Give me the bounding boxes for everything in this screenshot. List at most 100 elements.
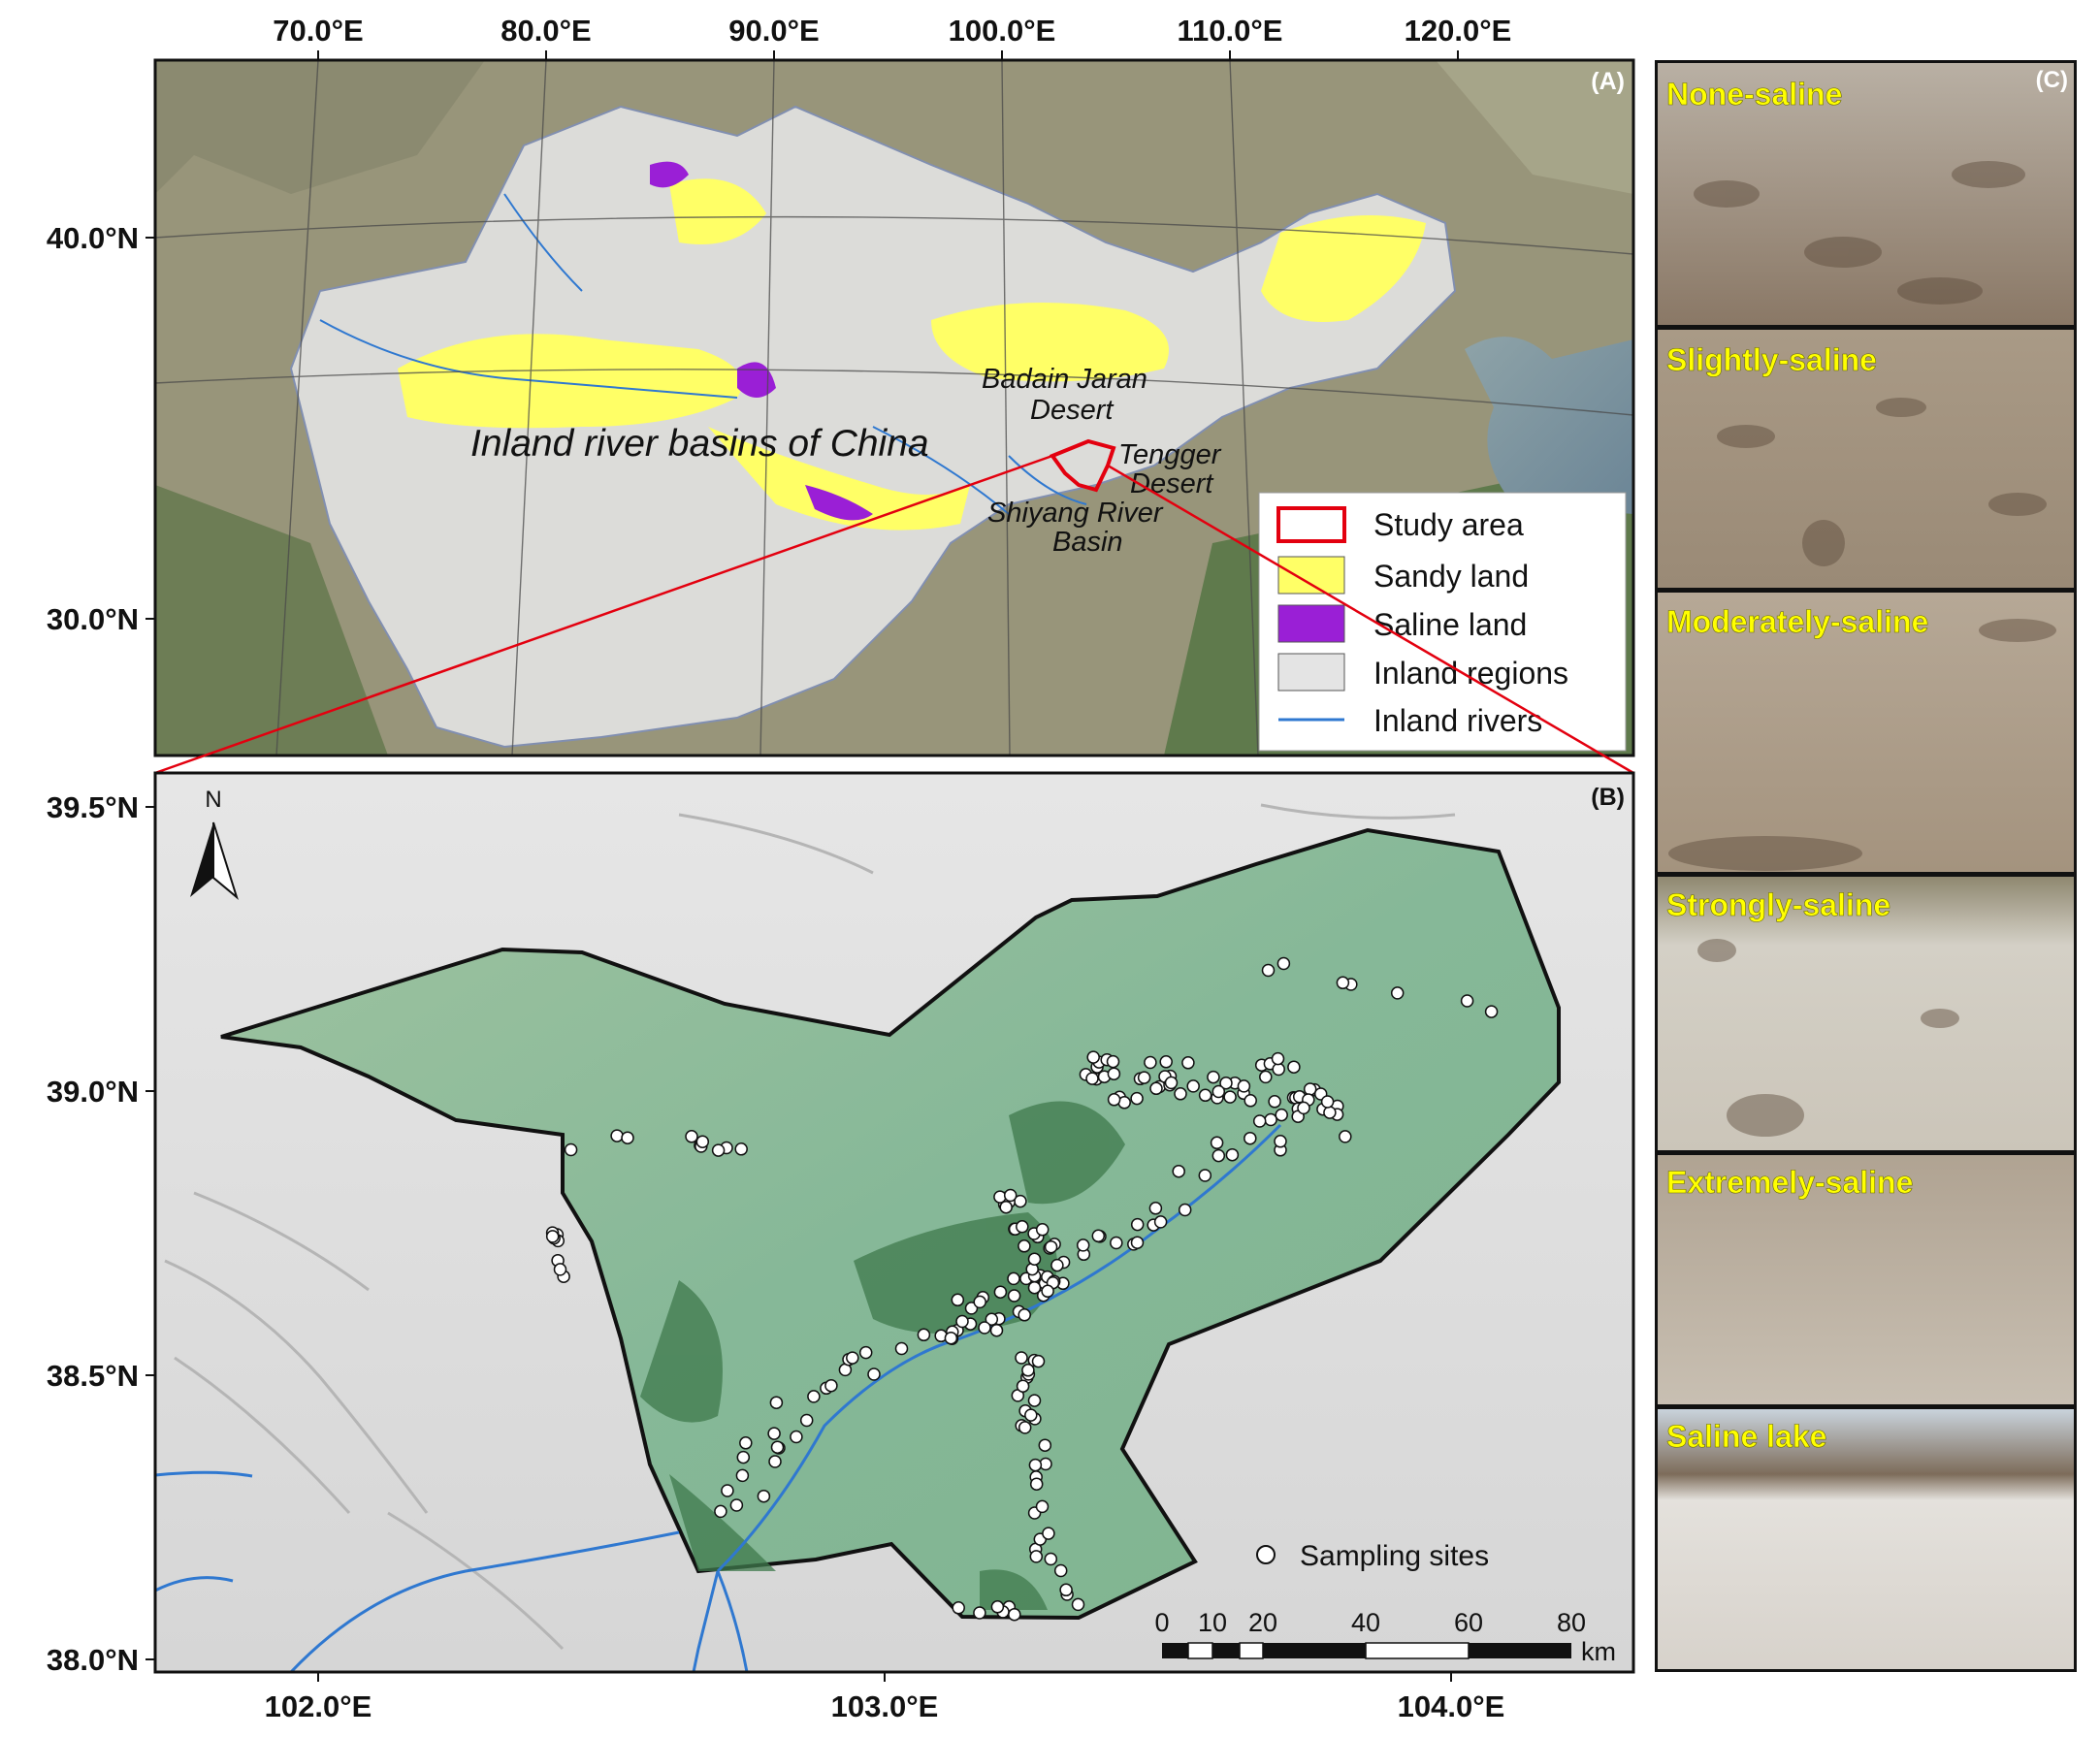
sampling-site-marker: [1237, 1079, 1251, 1093]
lon-label-a: 120.0°E: [1405, 14, 1512, 48]
scale-label: 10: [1198, 1608, 1227, 1637]
scale-seg: [1239, 1642, 1264, 1659]
sampling-site-marker: [564, 1142, 578, 1157]
shrub: [1804, 237, 1882, 268]
scale-label: 60: [1454, 1608, 1483, 1637]
sampling-site-marker: [1223, 1090, 1237, 1104]
sampling-site-marker: [1031, 1354, 1046, 1368]
sampling-site-marker: [999, 1200, 1013, 1214]
sampling-site-marker: [1303, 1082, 1317, 1096]
sampling-site-marker: [1261, 963, 1276, 978]
sampling-site-marker: [1035, 1223, 1050, 1237]
sampling-site-marker: [951, 1293, 965, 1307]
legend-inland-swatch: [1277, 653, 1345, 692]
meridian: [759, 59, 775, 756]
panel-b-frame: [153, 771, 1635, 1674]
parallel: [154, 215, 1634, 255]
sandy-patch-taklamakan: [398, 334, 742, 429]
shrub: [1897, 277, 1983, 305]
sampling-site-marker: [768, 1455, 782, 1468]
legend-river-label: Inland rivers: [1373, 703, 1542, 738]
sampling-site-marker: [1212, 1148, 1226, 1163]
saline-patch: [737, 362, 776, 398]
sampling-site-marker: [807, 1390, 821, 1403]
sampling-site-marker: [711, 1143, 726, 1157]
sampling-site-marker: [769, 1396, 784, 1409]
photo-extremely-saline: [1658, 1155, 2074, 1404]
sampling-site-marker: [1018, 1308, 1031, 1322]
sampling-site-marker: [944, 1331, 958, 1345]
sampling-site-marker: [729, 1498, 744, 1512]
legend-sandy-swatch: [1277, 556, 1345, 595]
label-shiyang-1: Shiyang River: [987, 498, 1164, 529]
study-area-outline: [1049, 438, 1116, 493]
sampling-site-marker: [1390, 986, 1405, 1000]
sampling-site-marker: [1029, 1550, 1044, 1563]
sampling-site-marker: [1003, 1188, 1018, 1203]
sampling-site-marker: [1050, 1258, 1064, 1272]
sampling-site-marker: [1076, 1238, 1090, 1252]
shrub: [1697, 939, 1736, 962]
river-line: [154, 1576, 234, 1592]
hillshade-ridges: [164, 803, 1456, 1651]
river-line: [319, 319, 738, 399]
lat-label-a: 40.0°N: [47, 221, 139, 255]
panel-c: (C) None-saline Slightly-saline Moderate…: [1655, 60, 2077, 1672]
legend-b: Sampling sites: [1256, 1540, 1489, 1572]
sampling-site-marker: [734, 1142, 748, 1156]
sampling-site-marker: [1106, 1054, 1120, 1069]
sampling-site-marker: [1018, 1239, 1031, 1253]
ridge: [678, 813, 874, 875]
sampling-site-marker: [1149, 1081, 1163, 1096]
map-title: Inland river basins of China: [470, 423, 929, 465]
saline-patch: [805, 485, 873, 521]
sea: [1465, 337, 1633, 514]
sampling-site-marker: [989, 1323, 1004, 1337]
sampling-site-marker: [1130, 1217, 1145, 1232]
sampling-site-marker: [1174, 1087, 1187, 1101]
connector-left: [154, 454, 1053, 775]
sampling-site-marker: [1225, 1147, 1240, 1162]
sampling-site-marker: [1264, 1112, 1277, 1127]
panel-a-frame: [153, 58, 1635, 757]
sampling-site-marker: [790, 1430, 803, 1444]
sampling-site-marker: [1091, 1229, 1106, 1243]
label-badain-2: Desert: [1030, 395, 1115, 426]
oasis-patch: [1009, 1101, 1125, 1205]
lon-label-a: 90.0°E: [728, 14, 819, 48]
lon-label-b: 103.0°E: [831, 1689, 939, 1723]
sampling-site-marker: [993, 1285, 1008, 1299]
sampling-site-marker: [1159, 1055, 1173, 1069]
sampling-site-marker: [1186, 1079, 1200, 1093]
meridian: [1229, 59, 1259, 756]
photo-label-extremely-saline: Extremely-saline: [1666, 1165, 1913, 1200]
legend-site-label: Sampling sites: [1300, 1540, 1489, 1572]
parallel: [154, 369, 1634, 416]
sampling-site-marker: [1484, 1005, 1499, 1018]
label-tengger-1: Tengger: [1118, 439, 1222, 470]
sandy-land-patches: [398, 178, 1426, 531]
sampling-site-marker: [1259, 1070, 1273, 1084]
sampling-site-marker: [1042, 1527, 1055, 1540]
sampling-site-marker: [894, 1341, 909, 1356]
sampling-site-marker: [824, 1378, 838, 1393]
sampling-site-marker: [799, 1413, 814, 1428]
sampling-site-marker: [1210, 1136, 1224, 1150]
scale-seg: [1187, 1642, 1213, 1659]
sampling-site-marker: [721, 1484, 734, 1497]
sampling-site-marker: [1007, 1289, 1021, 1303]
panel-a: (A) Inland river basins of China Badain …: [47, 14, 1635, 757]
photo-moderately-saline: [1658, 593, 2074, 872]
label-shiyang-2: Basin: [1052, 527, 1123, 558]
photo-slightly-saline: [1658, 330, 2074, 588]
sampling-site-marker: [1323, 1106, 1337, 1119]
meridian: [1001, 59, 1011, 756]
lon-label-a: 70.0°E: [273, 14, 363, 48]
sampling-site-marker: [1244, 1131, 1257, 1145]
oasis-patch: [640, 1280, 723, 1423]
sampling-site-marker: [1244, 1094, 1257, 1108]
sampling-site-marker: [1274, 1135, 1287, 1148]
sampling-site-marker: [1460, 994, 1474, 1008]
sampling-site-marker: [1041, 1284, 1054, 1299]
